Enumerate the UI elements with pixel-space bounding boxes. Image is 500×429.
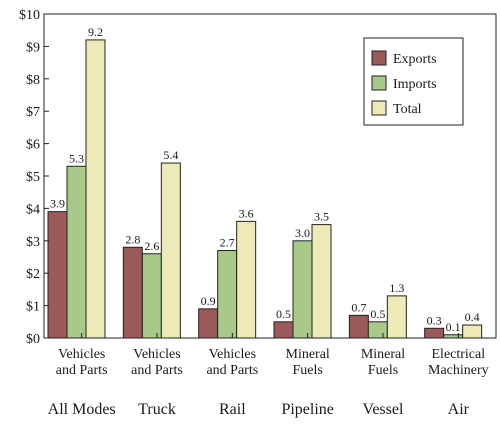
bar-exports xyxy=(198,308,219,339)
bar-imports xyxy=(367,321,388,339)
category-label: Fuels xyxy=(368,363,398,378)
mode-label: Air xyxy=(448,401,470,418)
mode-label: Vessel xyxy=(363,401,404,418)
category-label: Mineral xyxy=(361,347,405,362)
data-label: 3.9 xyxy=(50,197,65,211)
legend-swatch xyxy=(371,50,387,66)
category-label: Mineral xyxy=(286,347,330,362)
data-label: 0.4 xyxy=(465,310,480,324)
data-label: 3.5 xyxy=(314,210,329,224)
bar-total xyxy=(311,224,332,339)
data-label: 2.8 xyxy=(125,232,140,246)
bar-exports xyxy=(122,246,143,339)
bar-imports xyxy=(292,240,313,339)
category-label: and Parts xyxy=(206,363,258,378)
bar-total xyxy=(85,39,106,339)
legend: Exports Imports Total xyxy=(363,37,464,126)
mode-label: All Modes xyxy=(48,401,116,418)
y-tick-label: $10 xyxy=(19,8,40,23)
y-tick-label: $9 xyxy=(26,40,40,55)
bar-exports xyxy=(424,327,445,339)
category-label: Vehicles xyxy=(58,347,105,362)
y-tick-label: $3 xyxy=(26,235,40,250)
category-label: and Parts xyxy=(56,363,108,378)
data-label: 2.6 xyxy=(144,239,159,253)
category-label: Vehicles xyxy=(133,347,180,362)
y-tick-label: $7 xyxy=(26,105,40,120)
bars-layer xyxy=(47,39,483,339)
data-label: 3.6 xyxy=(239,206,254,220)
bar-exports xyxy=(348,314,369,339)
bar-imports xyxy=(217,250,238,339)
data-label: 1.3 xyxy=(389,281,404,295)
category-label: Vehicles xyxy=(209,347,256,362)
y-tick-label: $4 xyxy=(26,202,40,217)
legend-label: Exports xyxy=(393,52,437,67)
data-label: 5.3 xyxy=(69,151,84,165)
bar-total xyxy=(386,295,407,339)
legend-label: Imports xyxy=(393,77,437,92)
bar-exports xyxy=(273,321,294,339)
y-tick-label: $6 xyxy=(26,138,40,153)
data-labels-layer: 3.9 5.3 9.2 2.8 2.6 5.4 0.9 2.7 3.6 0.5 3.0 3.5 0.7 0… xyxy=(50,25,480,334)
data-label: 3.0 xyxy=(295,226,310,240)
bar-imports xyxy=(141,253,162,339)
mode-label: Rail xyxy=(219,401,246,418)
bar-total xyxy=(160,162,181,339)
bar-total xyxy=(236,220,257,339)
data-label: 9.2 xyxy=(88,25,103,39)
y-tick-label: $0 xyxy=(26,332,40,347)
y-tick-label: $8 xyxy=(26,73,40,88)
mode-label: Pipeline xyxy=(281,401,333,418)
data-label: 0.9 xyxy=(201,294,216,308)
bar-total xyxy=(462,324,483,339)
y-tick-label: $1 xyxy=(26,300,40,315)
data-label: 2.7 xyxy=(220,236,235,250)
legend-swatch xyxy=(371,100,387,116)
y-tick-label: $2 xyxy=(26,267,40,282)
data-label: 0.5 xyxy=(370,307,385,321)
mode-label: Truck xyxy=(138,401,176,418)
data-label: 0.3 xyxy=(427,313,442,327)
data-label: 5.4 xyxy=(163,148,178,162)
data-label: 0.1 xyxy=(446,320,461,334)
category-label: Machinery xyxy=(428,363,489,378)
bar-imports xyxy=(66,165,87,339)
legend-label: Total xyxy=(393,102,422,117)
data-label: 0.7 xyxy=(351,300,366,314)
bar-exports xyxy=(47,211,68,339)
legend-swatch xyxy=(371,75,387,91)
y-tick-label: $5 xyxy=(26,170,40,185)
category-label: Electrical xyxy=(432,347,486,362)
category-label: Fuels xyxy=(292,363,322,378)
category-label: and Parts xyxy=(131,363,183,378)
data-label: 0.5 xyxy=(276,307,291,321)
